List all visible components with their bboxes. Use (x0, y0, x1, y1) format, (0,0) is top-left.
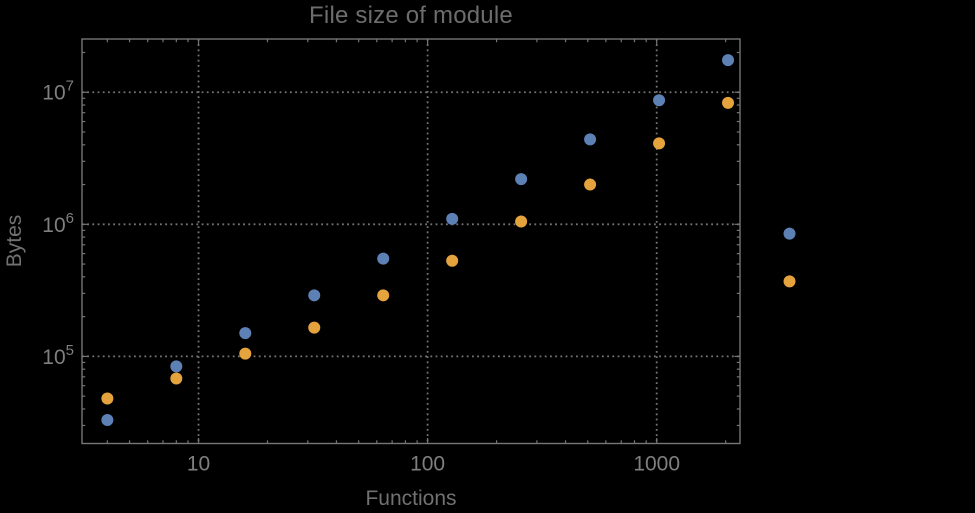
data-point-series-1-blue (308, 289, 321, 302)
data-point-series-2-orange (446, 254, 459, 267)
data-point-series-2-orange (584, 178, 597, 191)
plot-frame (81, 38, 741, 445)
data-point-series-1-blue (170, 360, 183, 373)
x-tick-label: 1000 (633, 453, 680, 476)
data-point-series-2-orange (170, 372, 183, 385)
data-point-series-2-orange (722, 96, 735, 109)
data-point-series-2-orange (653, 137, 666, 150)
data-point-series-2-orange (239, 347, 252, 360)
data-point-series-2-orange (783, 275, 796, 288)
data-point-series-1-blue (515, 173, 528, 186)
data-point-series-1-blue (783, 227, 796, 240)
y-axis-label: Bytes (3, 214, 26, 268)
data-point-series-1-blue (653, 94, 666, 107)
data-point-series-1-blue (446, 212, 459, 225)
y-tick-label: 105 (42, 342, 74, 369)
data-point-series-2-orange (377, 289, 390, 302)
x-tick-label: 10 (187, 453, 210, 476)
data-point-series-1-blue (584, 133, 597, 146)
data-point-series-1-blue (377, 252, 390, 265)
data-point-series-2-orange (101, 392, 114, 405)
y-tick-label: 106 (42, 210, 74, 237)
plot-title: File size of module (309, 2, 513, 29)
data-point-series-1-blue (722, 54, 735, 67)
data-point-series-1-blue (239, 327, 252, 340)
data-point-series-1-blue (101, 413, 114, 426)
data-point-series-2-orange (515, 215, 528, 228)
x-tick-label: 100 (410, 453, 445, 476)
x-axis-label: Functions (365, 487, 457, 510)
y-tick-label: 107 (42, 78, 74, 105)
data-point-series-2-orange (308, 321, 321, 334)
